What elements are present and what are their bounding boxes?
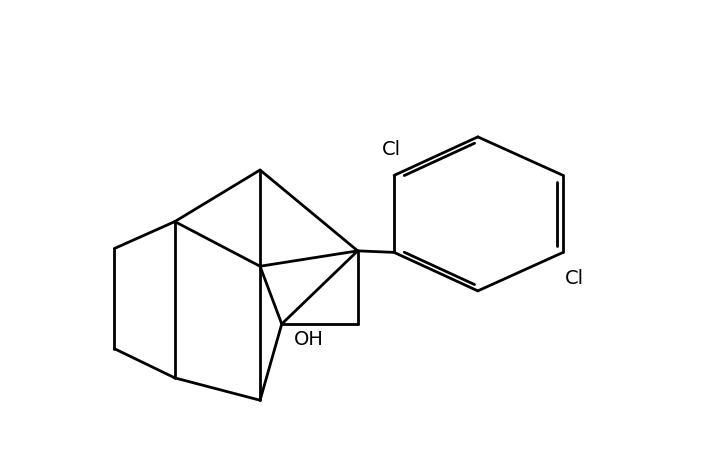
Text: Cl: Cl (565, 269, 584, 288)
Text: OH: OH (294, 330, 324, 348)
Text: Cl: Cl (382, 140, 401, 159)
